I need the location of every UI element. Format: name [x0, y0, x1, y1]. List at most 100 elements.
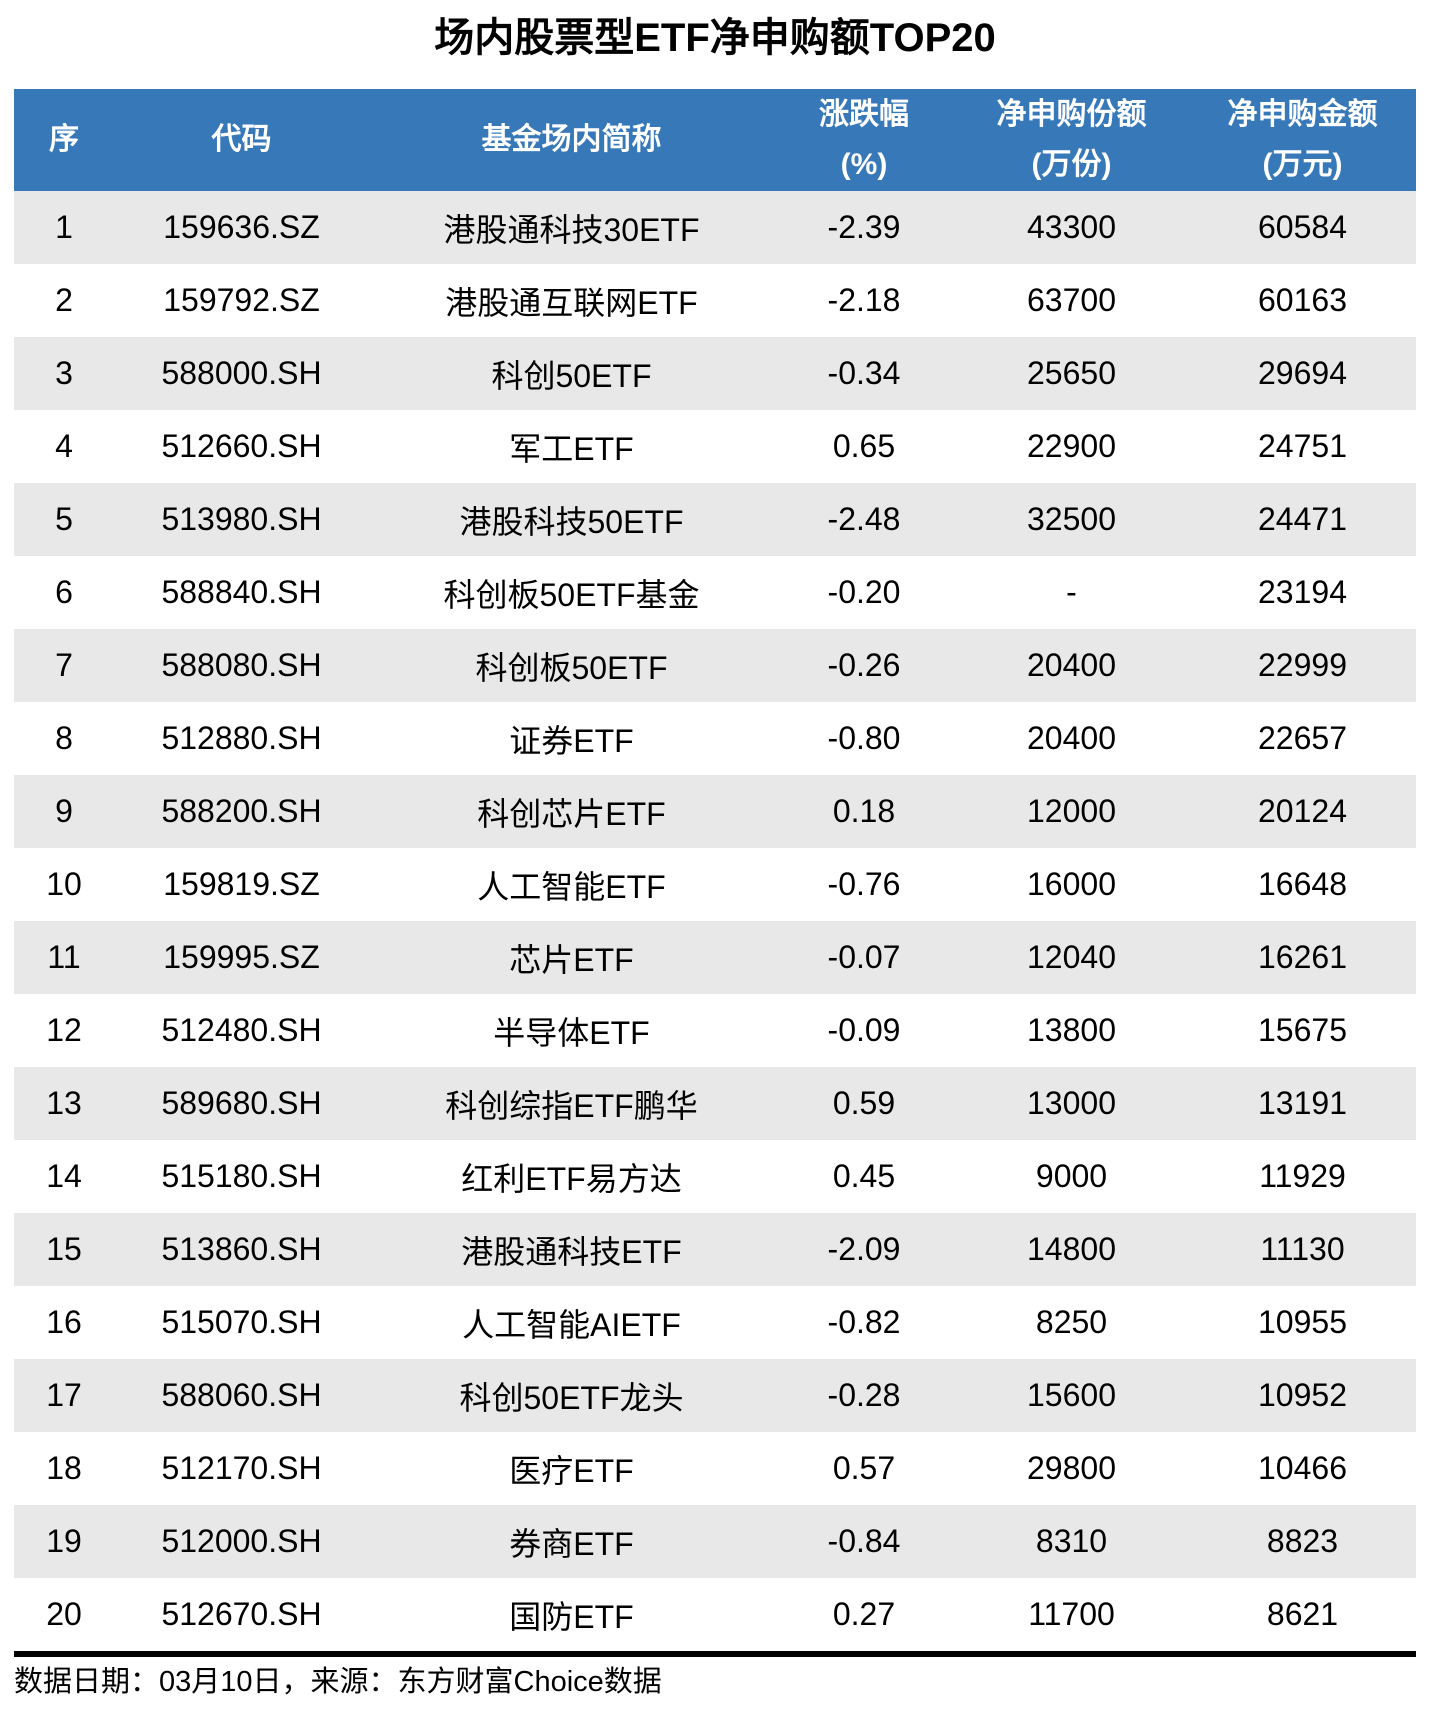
cell-change: -0.82 — [774, 1286, 954, 1359]
table-header: 序 代码 基金场内简称 涨跌幅 (%) — [14, 89, 1416, 191]
cell-code: 512170.SH — [114, 1432, 369, 1505]
table-row: 3 588000.SH 科创50ETF -0.34 25650 29694 — [14, 337, 1416, 410]
cell-change: -2.18 — [774, 264, 954, 337]
cell-netShares: 20400 — [954, 629, 1189, 702]
cell-name: 医疗ETF — [369, 1432, 774, 1505]
cell-code: 159792.SZ — [114, 264, 369, 337]
cell-rank: 8 — [14, 702, 114, 775]
cell-change: 0.59 — [774, 1067, 954, 1140]
col-header-name: 基金场内简称 — [369, 89, 774, 191]
cell-rank: 15 — [14, 1213, 114, 1286]
cell-rank: 2 — [14, 264, 114, 337]
cell-netAmount: 29694 — [1189, 337, 1416, 410]
cell-rank: 6 — [14, 556, 114, 629]
cell-code: 512660.SH — [114, 410, 369, 483]
cell-code: 512480.SH — [114, 994, 369, 1067]
cell-netShares: 16000 — [954, 848, 1189, 921]
cell-rank: 12 — [14, 994, 114, 1067]
cell-rank: 10 — [14, 848, 114, 921]
cell-change: -2.09 — [774, 1213, 954, 1286]
cell-rank: 19 — [14, 1505, 114, 1578]
cell-netAmount: 8823 — [1189, 1505, 1416, 1578]
data-source-note: 数据日期：03月10日，来源：东方财富Choice数据 — [14, 1666, 662, 1698]
cell-code: 589680.SH — [114, 1067, 369, 1140]
col-header-net-shares: 净申购份额 (万份) — [954, 89, 1189, 191]
table-row: 10 159819.SZ 人工智能ETF -0.76 16000 16648 — [14, 848, 1416, 921]
cell-rank: 4 — [14, 410, 114, 483]
cell-netShares: 29800 — [954, 1432, 1189, 1505]
table-row: 9 588200.SH 科创芯片ETF 0.18 12000 20124 — [14, 775, 1416, 848]
cell-name: 人工智能ETF — [369, 848, 774, 921]
cell-code: 588840.SH — [114, 556, 369, 629]
table-row: 2 159792.SZ 港股通互联网ETF -2.18 63700 60163 — [14, 264, 1416, 337]
cell-name: 科创板50ETF基金 — [369, 556, 774, 629]
cell-name: 红利ETF易方达 — [369, 1140, 774, 1213]
cell-name: 半导体ETF — [369, 994, 774, 1067]
cell-netShares: 12000 — [954, 775, 1189, 848]
cell-code: 512000.SH — [114, 1505, 369, 1578]
cell-netShares: 9000 — [954, 1140, 1189, 1213]
cell-netAmount: 10955 — [1189, 1286, 1416, 1359]
cell-rank: 13 — [14, 1067, 114, 1140]
cell-change: -0.09 — [774, 994, 954, 1067]
cell-code: 512880.SH — [114, 702, 369, 775]
table-row: 6 588840.SH 科创板50ETF基金 -0.20-23194 — [14, 556, 1416, 629]
cell-code: 588060.SH — [114, 1359, 369, 1432]
cell-change: -0.07 — [774, 921, 954, 994]
cell-netAmount: 11130 — [1189, 1213, 1416, 1286]
cell-netAmount: 16648 — [1189, 848, 1416, 921]
cell-rank: 7 — [14, 629, 114, 702]
cell-name: 国防ETF — [369, 1578, 774, 1651]
col-header-code: 代码 — [114, 89, 369, 191]
cell-netAmount: 22657 — [1189, 702, 1416, 775]
cell-netAmount: 10466 — [1189, 1432, 1416, 1505]
cell-netAmount: 8621 — [1189, 1578, 1416, 1651]
table-row: 13 589680.SH 科创综指ETF鹏华 0.59 13000 13191 — [14, 1067, 1416, 1140]
cell-change: -0.28 — [774, 1359, 954, 1432]
cell-netAmount: 15675 — [1189, 994, 1416, 1067]
cell-netAmount: 60584 — [1189, 191, 1416, 264]
table-row: 20 512670.SH 国防ETF 0.27 11700 8621 — [14, 1578, 1416, 1651]
separator-line — [14, 1651, 1416, 1657]
cell-rank: 11 — [14, 921, 114, 994]
cell-code: 515180.SH — [114, 1140, 369, 1213]
cell-change: -0.34 — [774, 337, 954, 410]
cell-rank: 18 — [14, 1432, 114, 1505]
cell-change: 0.45 — [774, 1140, 954, 1213]
cell-code: 588200.SH — [114, 775, 369, 848]
cell-name: 军工ETF — [369, 410, 774, 483]
etf-table-wrap: 序 代码 基金场内简称 涨跌幅 (%) — [14, 89, 1416, 1651]
cell-name: 港股通互联网ETF — [369, 264, 774, 337]
cell-code: 515070.SH — [114, 1286, 369, 1359]
table-row: 7 588080.SH 科创板50ETF -0.26 20400 22999 — [14, 629, 1416, 702]
table-row: 1 159636.SZ 港股通科技30ETF -2.39 43300 60584 — [14, 191, 1416, 264]
cell-netAmount: 23194 — [1189, 556, 1416, 629]
cell-change: 0.65 — [774, 410, 954, 483]
table-row: 15 513860.SH 港股通科技ETF -2.09 14800 11130 — [14, 1213, 1416, 1286]
col-header-net-amount: 净申购金额 (万元) — [1189, 89, 1416, 191]
table-row: 8 512880.SH 证券ETF -0.80 20400 22657 — [14, 702, 1416, 775]
cell-netShares: 8250 — [954, 1286, 1189, 1359]
table-row: 16 515070.SH 人工智能AIETF -0.82 8250 10955 — [14, 1286, 1416, 1359]
cell-name: 科创芯片ETF — [369, 775, 774, 848]
cell-netAmount: 24751 — [1189, 410, 1416, 483]
cell-name: 芯片ETF — [369, 921, 774, 994]
cell-netShares: 14800 — [954, 1213, 1189, 1286]
cell-netShares: 13800 — [954, 994, 1189, 1067]
header-row: 序 代码 基金场内简称 涨跌幅 (%) — [14, 89, 1416, 191]
cell-code: 588080.SH — [114, 629, 369, 702]
cell-netShares: 15600 — [954, 1359, 1189, 1432]
col-header-rank: 序 — [14, 89, 114, 191]
cell-name: 科创板50ETF — [369, 629, 774, 702]
cell-name: 证券ETF — [369, 702, 774, 775]
cell-netAmount: 10952 — [1189, 1359, 1416, 1432]
cell-code: 512670.SH — [114, 1578, 369, 1651]
cell-netAmount: 13191 — [1189, 1067, 1416, 1140]
cell-change: -2.48 — [774, 483, 954, 556]
cell-netShares: 13000 — [954, 1067, 1189, 1140]
page-title: 场内股票型ETF净申购额TOP20 — [434, 16, 996, 60]
cell-change: -0.84 — [774, 1505, 954, 1578]
cell-code: 588000.SH — [114, 337, 369, 410]
cell-code: 159995.SZ — [114, 921, 369, 994]
